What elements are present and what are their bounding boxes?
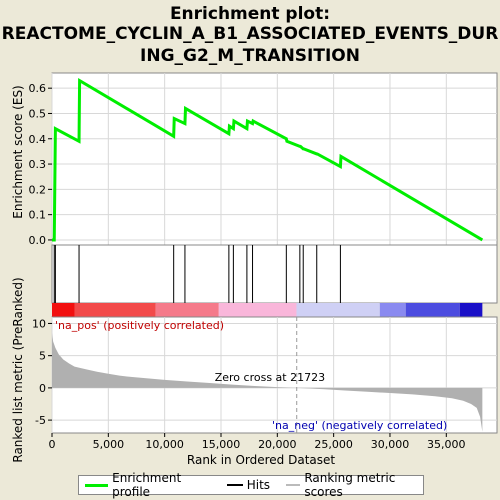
zero-cross-label: Zero cross at 21723 [215,371,325,384]
metric-y-tick-label: 5 [39,350,46,363]
legend-gray-line-swatch [286,484,301,486]
chart-title-line-3: ING_G2_M_TRANSITION [140,46,360,66]
es-panel-frame [51,72,498,246]
legend-item-ranking-metric: Ranking metric scores [286,471,423,499]
heatmap-segment [155,303,219,317]
x-tick-label: 5,000 [93,438,125,451]
metric-y-axis-label: Ranked list metric (PreRanked) [11,277,25,462]
x-axis-label: Rank in Ordered Dataset [187,453,335,467]
metric-y-tick-label: 0 [39,382,46,395]
ranking-metric-area [52,333,483,432]
metric-y-ticks: -5 0 5 10 [32,317,52,427]
es-y-tick-label: 0.3 [29,158,47,171]
es-y-tick-label: 0.6 [29,82,47,95]
na-pos-label: 'na_pos' (positively correlated) [55,319,224,332]
es-y-tick-label: 0.0 [29,234,47,247]
metric-y-tick-label: -5 [35,414,46,427]
na-neg-label: 'na_neg' (negatively correlated) [272,419,447,432]
rank-heatmap-bar [52,303,483,317]
chart-title-line-1: Enrichment plot: [169,4,331,24]
metric-y-tick-label: 10 [32,317,46,330]
es-y-tick-label: 0.5 [29,107,47,120]
legend-label-enrichment-profile: Enrichment profile [112,471,182,499]
x-tick-label: 0 [49,438,56,451]
legend-black-line-swatch [226,484,243,486]
legend-item-hits: Hits [226,478,271,492]
heatmap-segment [52,303,75,317]
x-ticks: 0 5,000 10,000 15,000 20,000 25,000 30,000 35,0… [49,433,466,451]
x-tick-label: 30,000 [371,438,410,451]
x-tick-label: 20,000 [258,438,297,451]
legend-item-enrichment-profile: Enrichment profile [85,471,211,499]
chart-title-line-2: REACTOME_CYCLIN_A_B1_ASSOCIATED_EVENTS_D… [1,24,499,44]
heatmap-segment [74,303,156,317]
heatmap-segment [296,303,380,317]
es-y-tick-label: 0.2 [29,183,47,196]
x-tick-label: 15,000 [202,438,241,451]
metric-panel-frame [51,316,498,434]
legend-label-ranking-metric: Ranking metric scores [304,471,396,499]
es-grid [51,73,497,245]
x-tick-label: 35,000 [427,438,466,451]
heatmap-segment [459,303,483,317]
heatmap-segment [405,303,460,317]
es-y-axis-label: Enrichment score (ES) [11,85,25,218]
legend-label-hits: Hits [246,478,271,492]
es-y-tick-label: 0.4 [29,133,47,146]
legend-green-line-swatch [85,483,109,487]
heatmap-segment [218,303,297,317]
es-y-tick-label: 0.1 [29,209,47,222]
enrichment-profile-line [52,77,484,242]
hit-marks [53,245,341,303]
heatmap-segment [379,303,406,317]
x-tick-label: 25,000 [314,438,353,451]
hits-panel-frame [51,244,498,304]
es-y-ticks: 0.0 0.1 0.2 0.3 0.4 0.5 0.6 [29,82,52,247]
chart-legend: Enrichment profile Hits Ranking metric s… [78,471,424,499]
x-tick-label: 10,000 [145,438,184,451]
